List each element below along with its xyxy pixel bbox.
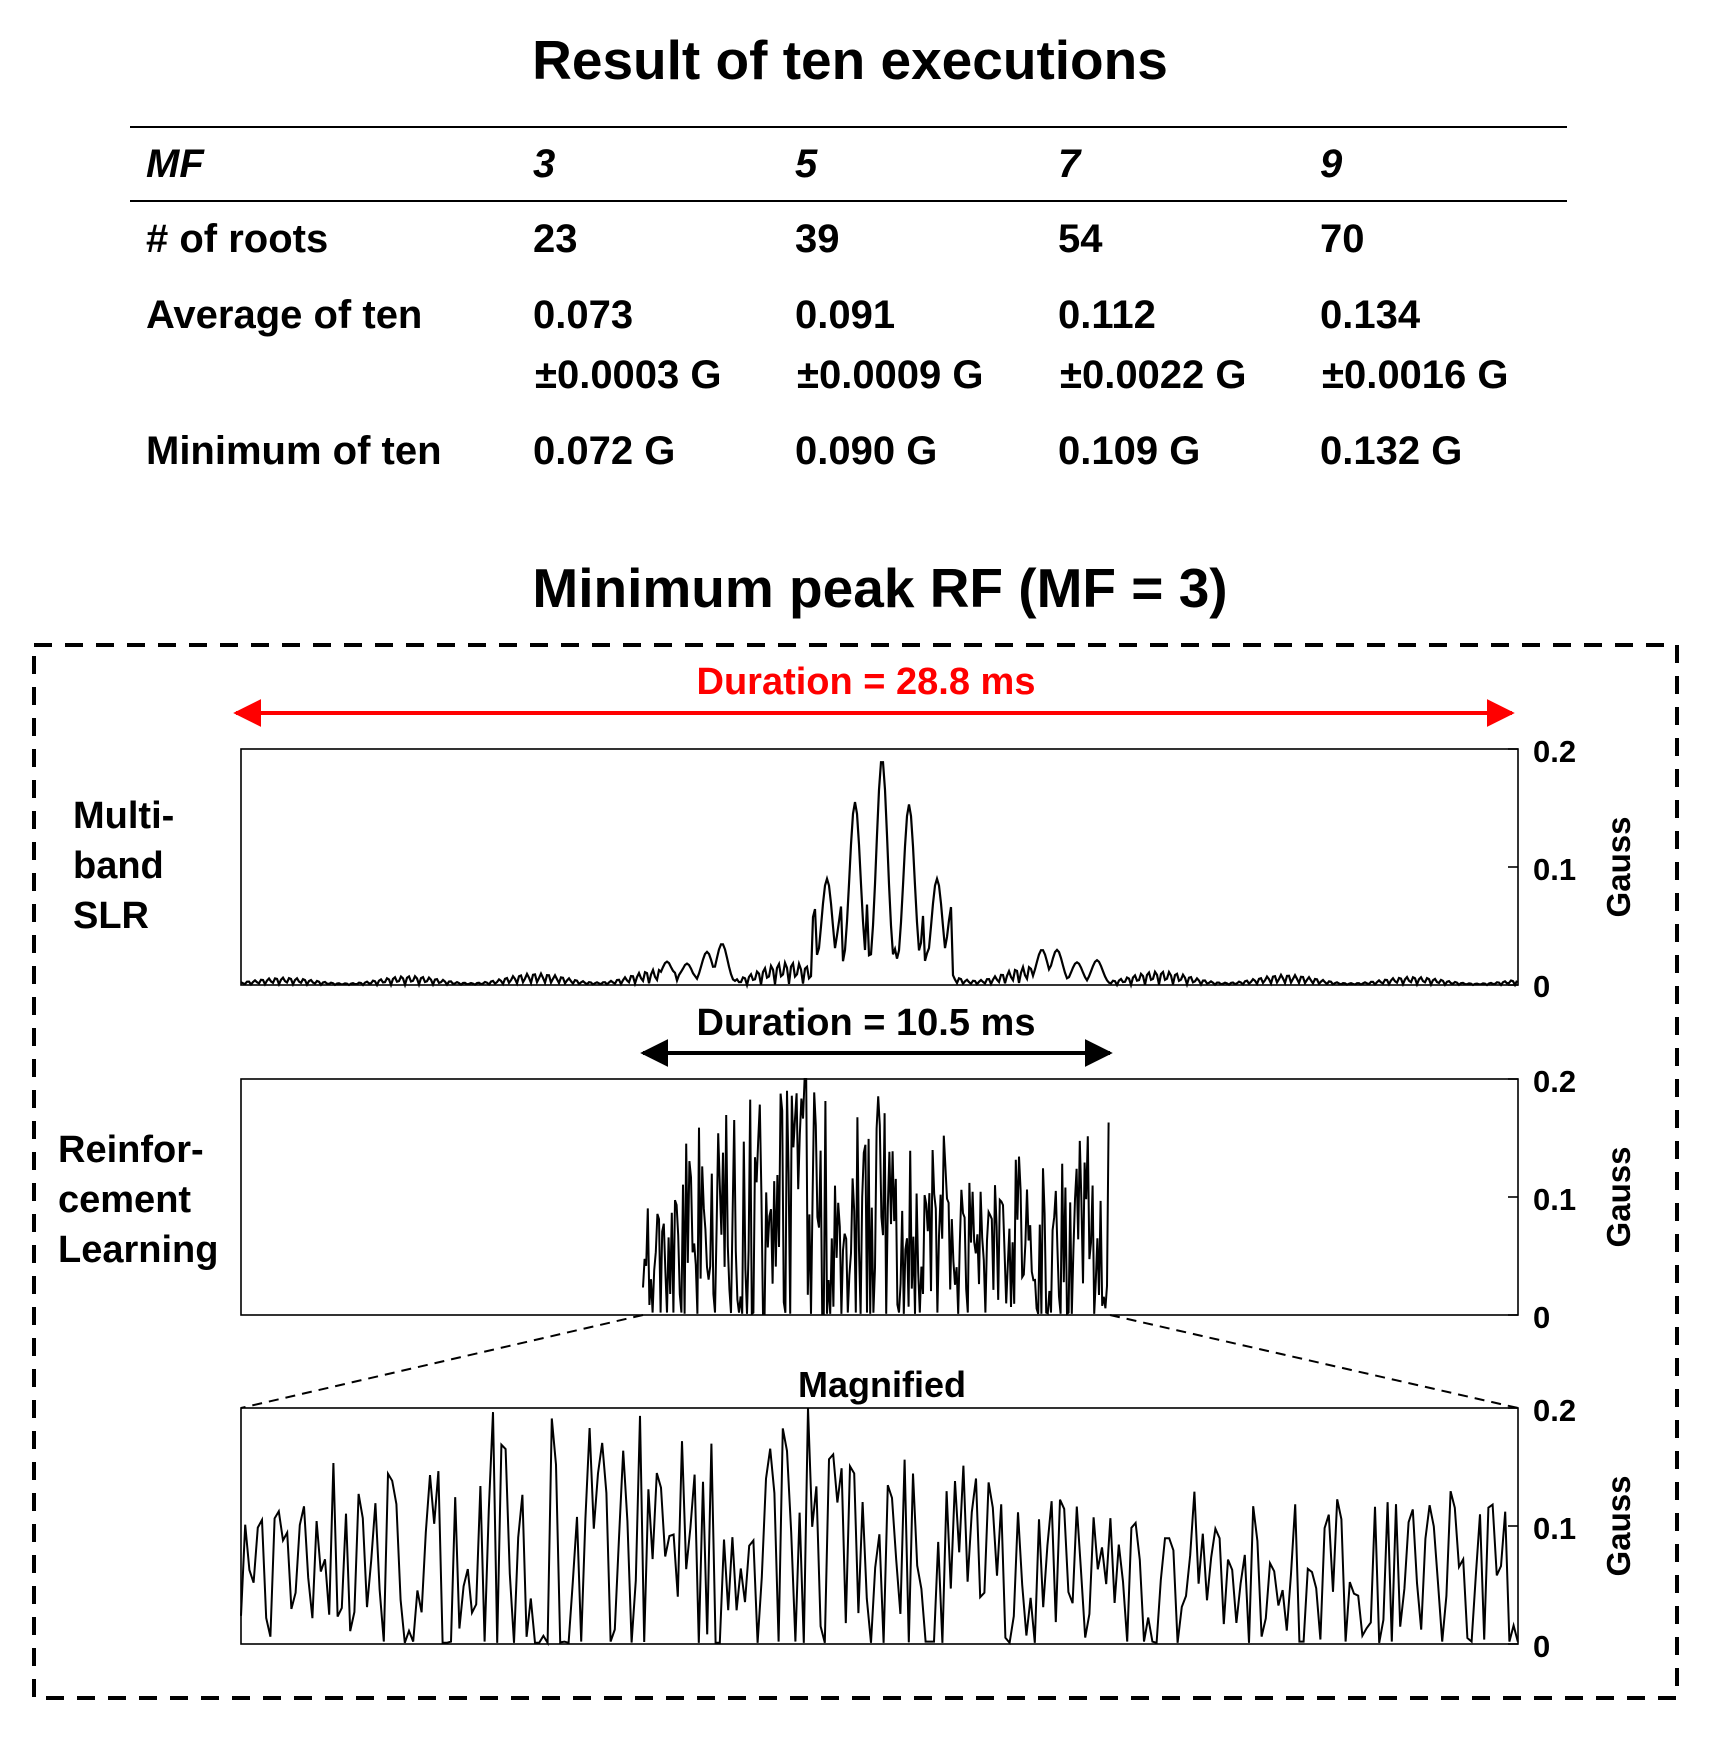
panel-magnified-frame <box>240 1407 1519 1645</box>
y-tick-label: 0 <box>1533 1300 1550 1335</box>
panel-slr-y-ticks <box>1508 748 1518 986</box>
table-header-rule-left <box>130 200 516 202</box>
row-minimum-value: 0.132 G <box>1320 429 1463 473</box>
row-average-error: ±0.0016 G <box>1322 353 1509 397</box>
y-axis-label: Gauss <box>1600 817 1637 918</box>
row-label-line: Learning <box>58 1229 218 1271</box>
header-mf-5: 5 <box>795 142 818 186</box>
header-label: MF <box>146 142 204 186</box>
table-title: Result of ten executions <box>532 29 1168 91</box>
zoom-guide-right <box>1109 1314 1519 1409</box>
row-roots-label: # of roots <box>146 217 329 261</box>
inset-label: Magnified <box>798 1364 966 1405</box>
zoom-guide-left <box>240 1314 644 1409</box>
row-minimum-value: 0.072 G <box>533 429 676 473</box>
row-average-value: 0.091 <box>795 293 896 337</box>
row-average-label: Average of ten <box>146 293 423 337</box>
row-label-line: Multi- <box>73 795 174 837</box>
rl-magnified-waveform-line <box>240 1407 1519 1647</box>
y-axis-label: Gauss <box>1600 1476 1637 1577</box>
row-average-value: 0.073 <box>533 293 634 337</box>
rl-waveform-line <box>642 1078 1110 1316</box>
row-roots-value: 54 <box>1058 217 1103 261</box>
row-label-line: cement <box>58 1179 191 1221</box>
y-tick-label: 0.2 <box>1533 734 1576 769</box>
y-tick-label: 0.1 <box>1533 1182 1576 1217</box>
row-minimum-value: 0.090 G <box>795 429 938 473</box>
figure-title: Minimum peak RF (MF = 3) <box>532 557 1228 619</box>
row-average-error: ±0.0022 G <box>1060 353 1247 397</box>
y-tick-label: 0 <box>1533 969 1550 1004</box>
slr-waveform-line <box>240 761 1518 990</box>
dashed-frame <box>32 643 1679 1700</box>
duration-label-red: Duration = 28.8 ms <box>697 661 1036 703</box>
row-average-value: 0.134 <box>1320 293 1421 337</box>
row-minimum-label: Minimum of ten <box>146 429 442 473</box>
y-tick-label: 0.2 <box>1533 1064 1576 1099</box>
row-roots-value: 23 <box>533 217 578 261</box>
panel-rl-y-ticks <box>1508 1078 1518 1316</box>
duration-label-black: Duration = 10.5 ms <box>697 1002 1036 1044</box>
row-roots-value: 39 <box>795 217 840 261</box>
y-tick-label: 0.1 <box>1533 1511 1576 1546</box>
row-average-error: ±0.0009 G <box>797 353 984 397</box>
table-top-rule <box>130 126 1567 128</box>
y-tick-label: 0 <box>1533 1629 1550 1664</box>
row-minimum-value: 0.109 G <box>1058 429 1201 473</box>
row-label-line: SLR <box>73 895 149 937</box>
row-label-line: Reinfor- <box>58 1129 204 1171</box>
row-label-line: band <box>73 845 164 887</box>
header-mf-3: 3 <box>533 142 556 186</box>
header-mf-9: 9 <box>1320 142 1343 186</box>
y-tick-label: 0.1 <box>1533 852 1576 887</box>
y-tick-label: 0.2 <box>1533 1393 1576 1428</box>
row-average-error: ±0.0003 G <box>535 353 722 397</box>
table-header-rule-right <box>516 200 1567 202</box>
header-mf-7: 7 <box>1058 142 1081 186</box>
row-average-value: 0.112 <box>1058 293 1156 337</box>
row-roots-value: 70 <box>1320 217 1365 261</box>
panel-magnified-y-ticks <box>1508 1407 1518 1645</box>
y-axis-label: Gauss <box>1600 1147 1637 1248</box>
